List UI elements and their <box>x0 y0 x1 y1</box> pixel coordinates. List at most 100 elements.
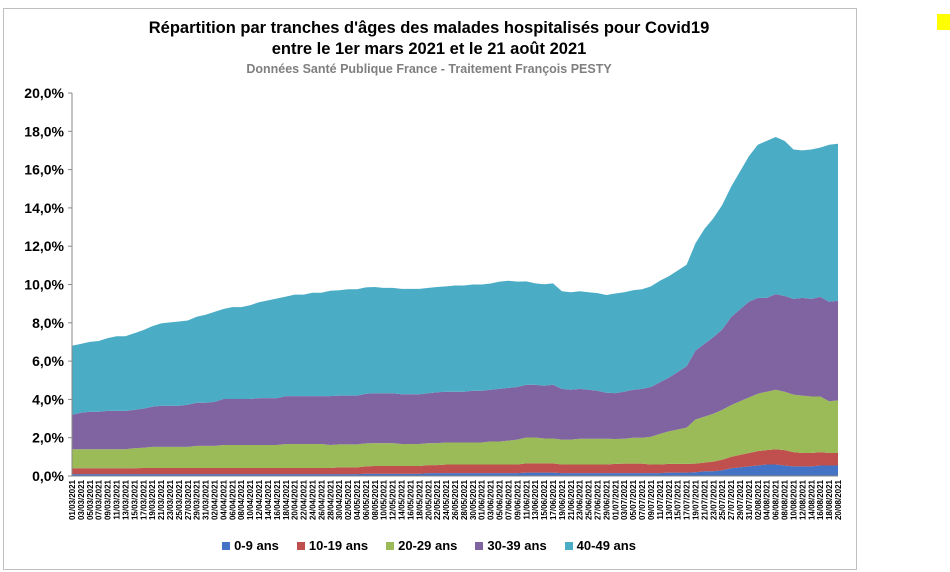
chart-title-line2: entre le 1er mars 2021 et le 21 août 202… <box>271 40 587 58</box>
x-tick-label: 15/07/2021 <box>674 479 683 520</box>
x-tick-label: 12/05/2021 <box>389 479 398 520</box>
x-tick-label: 25/03/2021 <box>175 479 184 520</box>
x-tick-label: 04/08/2021 <box>763 479 772 520</box>
x-tick-label: 22/04/2021 <box>300 479 309 520</box>
legend-swatch <box>564 541 573 550</box>
x-tick-label: 04/05/2021 <box>353 479 362 520</box>
y-tick-label: 20,0% <box>24 85 64 101</box>
x-tick-label: 23/07/2021 <box>709 479 718 520</box>
x-tick-label: 18/05/2021 <box>415 479 424 520</box>
x-tick-label: 20/05/2021 <box>424 479 433 520</box>
y-axis: 0,0% 2,0% 4,0% 6,0% 8,0% 10,0% 12,0% 14,0% 16,0%… <box>24 85 73 484</box>
x-tick-label: 06/08/2021 <box>772 479 781 520</box>
x-tick-label: 29/07/2021 <box>736 479 745 520</box>
x-tick-label: 07/06/2021 <box>504 479 513 520</box>
area-0-9-ans <box>72 464 838 476</box>
x-tick-label: 26/04/2021 <box>317 479 326 520</box>
x-tick-label: 28/05/2021 <box>460 479 469 520</box>
x-tick-label: 16/05/2021 <box>407 479 416 520</box>
x-tick-label: 11/03/2021 <box>113 479 122 519</box>
y-tick-label: 8,0% <box>32 315 64 331</box>
x-tick-label: 23/03/2021 <box>166 479 175 520</box>
yellow-mark <box>937 14 950 30</box>
x-tick-label: 27/06/2021 <box>594 479 603 520</box>
x-tick-label: 29/03/2021 <box>193 479 202 520</box>
y-tick-label: 10,0% <box>24 277 64 293</box>
x-tick-label: 06/05/2021 <box>362 479 371 520</box>
x-tick-label: 27/07/2021 <box>727 479 736 520</box>
x-tick-label: 18/08/2021 <box>825 479 834 520</box>
legend-item: 40-49 ans <box>564 538 636 553</box>
legend-label: 40-49 ans <box>576 538 636 553</box>
x-tick-label: 02/05/2021 <box>344 479 353 520</box>
x-tick-label: 03/03/2021 <box>77 479 86 520</box>
legend-item: 30-39 ans <box>475 538 547 553</box>
x-tick-label: 01/07/2021 <box>611 479 620 520</box>
legend-label: 10-19 ans <box>308 538 369 553</box>
x-tick-label: 19/07/2021 <box>692 479 701 520</box>
x-tick-label: 15/03/2021 <box>130 479 139 520</box>
legend-label: 20-29 ans <box>398 538 458 553</box>
x-tick-label: 09/06/2021 <box>513 479 522 520</box>
area-30-39-ans <box>72 294 838 450</box>
x-tick-label: 09/07/2021 <box>647 479 656 520</box>
x-tick-label: 17/07/2021 <box>683 479 692 520</box>
x-tick-label: 20/08/2021 <box>834 479 843 520</box>
x-tick-label: 02/08/2021 <box>754 479 763 520</box>
x-tick-label: 30/04/2021 <box>335 479 344 520</box>
x-tick-label: 12/04/2021 <box>255 479 264 520</box>
x-axis: 01/03/2021 03/03/2021 05/03/2021 07/03/2021… <box>68 475 843 520</box>
x-tick-label: 11/06/2021 <box>522 479 531 519</box>
chart-subtitle: Données Santé Publique France - Traiteme… <box>246 62 612 76</box>
x-tick-label: 25/07/2021 <box>718 479 727 520</box>
x-tick-label: 13/03/2021 <box>121 479 130 520</box>
chart-title: Répartition par tranches d'âges des mala… <box>148 19 710 37</box>
legend-swatch <box>296 541 305 550</box>
x-tick-label: 21/06/2021 <box>567 479 576 520</box>
x-tick-label: 03/06/2021 <box>487 479 496 520</box>
x-tick-label: 01/06/2021 <box>478 479 487 520</box>
x-tick-label: 19/06/2021 <box>558 479 567 520</box>
legend-item: 0-9 ans <box>222 538 279 553</box>
x-tick-label: 09/03/2021 <box>104 479 113 520</box>
x-tick-label: 14/08/2021 <box>807 479 816 520</box>
area-40-49-ans <box>72 137 838 415</box>
legend-item: 20-29 ans <box>386 538 457 553</box>
x-tick-label: 16/04/2021 <box>273 479 282 520</box>
legend-item: 10-19 ans <box>296 538 369 553</box>
x-tick-label: 10/04/2021 <box>246 479 255 520</box>
y-tick-label: 2,0% <box>32 430 64 446</box>
x-tick-label: 08/04/2021 <box>237 479 246 520</box>
x-tick-label: 15/06/2021 <box>540 479 549 520</box>
legend: 0-9 ans 10-19 ans 20-29 ans 30-39 ans 40-49 … <box>3 538 855 553</box>
x-tick-label: 10/05/2021 <box>380 479 389 520</box>
x-tick-label: 21/07/2021 <box>700 479 709 520</box>
x-tick-label: 03/07/2021 <box>620 479 629 520</box>
y-tick-label: 6,0% <box>32 353 64 369</box>
x-tick-label: 17/06/2021 <box>549 479 558 520</box>
y-tick-label: 4,0% <box>32 391 64 407</box>
series-areas <box>72 137 838 476</box>
y-tick-label: 0,0% <box>32 468 64 484</box>
x-tick-label: 29/06/2021 <box>602 479 611 520</box>
x-tick-label: 30/05/2021 <box>469 479 478 520</box>
x-tick-label: 24/04/2021 <box>309 479 318 520</box>
x-tick-label: 05/06/2021 <box>496 479 505 520</box>
x-tick-label: 13/06/2021 <box>531 479 540 520</box>
legend-label: 30-39 ans <box>487 538 547 553</box>
legend-swatch <box>475 541 484 550</box>
area-10-19-ans <box>72 449 838 475</box>
x-tick-label: 05/07/2021 <box>629 479 638 520</box>
x-tick-label: 16/08/2021 <box>816 479 825 520</box>
x-tick-label: 19/03/2021 <box>148 479 157 520</box>
x-tick-label: 17/03/2021 <box>139 479 148 520</box>
x-tick-label: 31/07/2021 <box>745 479 754 520</box>
x-tick-label: 08/05/2021 <box>371 479 380 520</box>
y-tick-label: 14,0% <box>24 200 64 216</box>
x-tick-label: 14/05/2021 <box>398 479 407 520</box>
y-tick-label: 12,0% <box>24 238 64 254</box>
x-tick-label: 28/04/2021 <box>326 479 335 520</box>
x-tick-label: 07/07/2021 <box>638 479 647 520</box>
area-20-29-ans <box>72 389 838 469</box>
